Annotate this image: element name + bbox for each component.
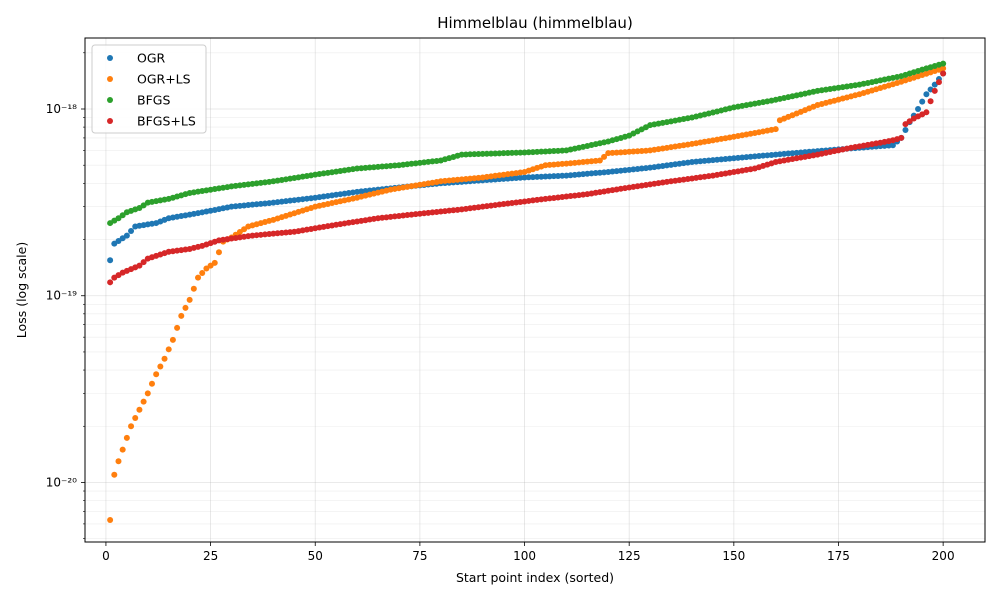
data-point [111,471,118,478]
data-point [596,157,603,164]
data-point [902,127,909,134]
series-bfgs-plus-ls [107,70,947,286]
legend-label: BFGS [137,93,170,108]
data-point [128,228,135,235]
series-bfgs [107,60,947,227]
data-point [889,142,896,149]
data-point [496,150,503,157]
data-point [182,304,189,311]
series-ogr-plus-ls [107,65,947,523]
x-tick-label: 50 [308,549,323,563]
data-point [504,150,511,157]
data-point [161,355,168,362]
data-point [132,415,139,422]
data-point [115,458,122,465]
legend-marker [107,97,113,103]
x-tick-label: 75 [412,549,427,563]
data-point [199,270,206,277]
data-point [165,346,172,353]
data-point [927,98,934,105]
grid-lines [85,38,985,542]
data-point [479,150,486,157]
data-point [517,149,524,156]
data-point [119,446,126,453]
data-point [153,371,160,378]
x-tick-label: 125 [618,549,641,563]
data-point [940,60,947,67]
data-point [471,151,478,158]
data-point [174,324,181,331]
data-point [136,406,143,413]
data-point [940,70,947,77]
data-point [931,87,938,94]
data-point [919,98,926,105]
legend-marker [107,55,113,61]
data-point [215,249,222,256]
data-point [601,153,608,160]
y-tick-label: 10⁻²⁰ [46,475,77,489]
x-tick-label: 0 [102,549,110,563]
data-point [169,336,176,343]
x-tick-label: 150 [722,549,745,563]
data-point [144,390,151,397]
y-axis-ticks: 10⁻²⁰ 10⁻¹⁹ 10⁻¹⁸ [46,52,85,539]
data-point [513,149,520,156]
data-point [128,423,135,430]
data-point [186,296,193,303]
data-point [178,312,185,319]
data-point [935,79,942,86]
data-point [157,363,164,370]
data-point [923,91,930,98]
data-point [508,149,515,156]
x-axis-ticks: 0 25 50 75 100 125 150 175 200 [102,542,955,563]
data-point [772,126,779,133]
data-point [940,65,947,72]
data-point [195,274,202,281]
data-point [190,285,197,292]
data-point [475,151,482,158]
data-point [107,279,114,286]
data-point [483,150,490,157]
data-point [136,262,143,269]
data-point [923,109,930,116]
data-point [107,516,114,523]
data-point [123,434,130,441]
data-point [140,398,147,405]
legend-marker [107,76,113,82]
x-tick-label: 25 [203,549,218,563]
x-axis-label: Start point index (sorted) [456,570,614,585]
data-point [148,380,155,387]
plot-frame [84,37,986,543]
data-point [123,232,130,239]
legend-label: OGR [137,51,166,66]
data-point [898,134,905,141]
data-point [211,259,218,266]
data-point [488,150,495,157]
chart-title: Himmelblau (himmelblau) [437,14,633,32]
legend-label: OGR+LS [137,72,191,87]
x-tick-label: 175 [827,549,850,563]
legend-box [91,44,207,134]
legend-marker [107,118,113,124]
data-point [492,150,499,157]
data-point [140,259,147,266]
legend: OGR OGR+LS BFGS BFGS+LS [91,44,207,134]
data-point [467,151,474,158]
data-point [119,212,126,219]
data-point [107,257,114,264]
legend-label: BFGS+LS [137,114,196,129]
x-tick-label: 200 [932,549,955,563]
data-point [500,150,507,157]
data-point [462,151,469,158]
data-point [915,105,922,112]
y-tick-label: 10⁻¹⁸ [46,102,77,116]
data-point [115,215,122,222]
data-point [458,151,465,158]
y-tick-label: 10⁻¹⁹ [46,289,77,303]
data-points [107,60,947,523]
y-axis-label: Loss (log scale) [14,242,29,338]
x-tick-label: 100 [513,549,536,563]
